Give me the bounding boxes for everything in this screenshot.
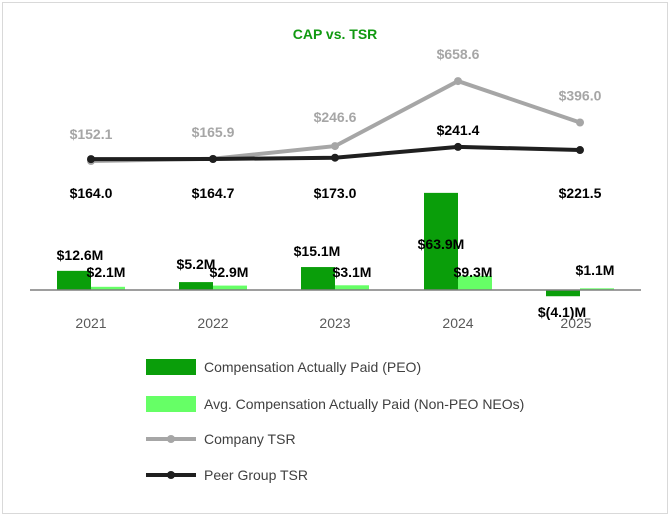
company-tsr-label-2022: $165.9 (192, 124, 235, 140)
peer-tsr-point-2023 (331, 153, 339, 162)
peo-bar-2025 (546, 290, 580, 297)
category-label-2022: 2022 (197, 315, 228, 331)
company-tsr-point-2025 (576, 118, 584, 127)
peer-tsr-label-2024: $241.4 (437, 122, 480, 138)
company-tsr-label-2023: $246.6 (314, 109, 357, 125)
peer-tsr-point-2024 (454, 142, 462, 151)
company-tsr-label-2024: $658.6 (437, 46, 480, 62)
peer-tsr-point-2025 (576, 146, 584, 155)
legend-label-0: Compensation Actually Paid (PEO) (204, 359, 421, 375)
peer-tsr-label-2023: $173.0 (314, 185, 357, 201)
neo-bar-label-2022: $2.9M (210, 264, 249, 280)
category-label-2021: 2021 (75, 315, 106, 331)
company-tsr-label-2025: $396.0 (559, 88, 602, 104)
neo-bar-label-2023: $3.1M (333, 264, 372, 280)
neo-bar-label-2024: $9.3M (454, 264, 493, 280)
peer-tsr-label-2025: $221.5 (559, 185, 602, 201)
category-label-2024: 2024 (442, 315, 473, 331)
chart-title: CAP vs. TSR (293, 26, 378, 42)
neo-bar-2022 (213, 285, 247, 290)
legend: Compensation Actually Paid (PEO) Avg. Com… (146, 359, 524, 483)
legend-label-2: Company TSR (204, 431, 296, 447)
category-label-2023: 2023 (319, 315, 350, 331)
bars-layer (57, 192, 614, 297)
peo-bar-label-2025: $(4.1)M (538, 304, 586, 320)
data-labels-layer: $152.1 $165.9 $246.6 $658.6 $396.0 $164.0 $164… (57, 46, 615, 320)
neo-bar-2025 (580, 288, 614, 290)
legend-swatch-0 (146, 359, 196, 375)
peo-bar-label-2023: $15.1M (294, 243, 341, 259)
peer-tsr-point-2022 (209, 155, 217, 164)
neo-bar-label-2025: $1.1M (576, 262, 615, 278)
lines-layer (87, 77, 584, 165)
legend-label-1: Avg. Compensation Actually Paid (Non-PEO… (204, 396, 524, 412)
neo-bar-2023 (335, 285, 369, 290)
peo-bar-label-2021: $12.6M (57, 247, 104, 263)
company-tsr-point-2023 (331, 142, 339, 151)
legend-marker-2 (167, 435, 175, 443)
peo-bar-label-2022: $5.2M (177, 256, 216, 272)
legend-swatch-1 (146, 396, 196, 412)
peer-tsr-point-2021 (87, 155, 95, 164)
peo-bar-2023 (301, 267, 335, 290)
legend-label-3: Peer Group TSR (204, 467, 308, 483)
neo-bar-label-2021: $2.1M (87, 264, 126, 280)
peo-bar-2024 (424, 192, 458, 290)
company-tsr-label-2021: $152.1 (70, 126, 113, 142)
legend-marker-3 (167, 471, 175, 479)
peo-bar-2022 (179, 282, 213, 290)
chart-frame (2, 2, 668, 514)
peo-bar-2021 (57, 270, 91, 290)
peo-bar-label-2024: $63.9M (418, 236, 465, 252)
neo-bar-2021 (91, 286, 125, 290)
company-tsr-point-2024 (454, 77, 462, 86)
category-label-2025: 2025 (560, 315, 591, 331)
peer-tsr-label-2022: $164.7 (192, 185, 235, 201)
peer-tsr-label-2021: $164.0 (70, 185, 113, 201)
neo-bar-2024 (458, 275, 492, 290)
category-labels: 2021 2022 2023 2024 2025 (75, 315, 591, 331)
